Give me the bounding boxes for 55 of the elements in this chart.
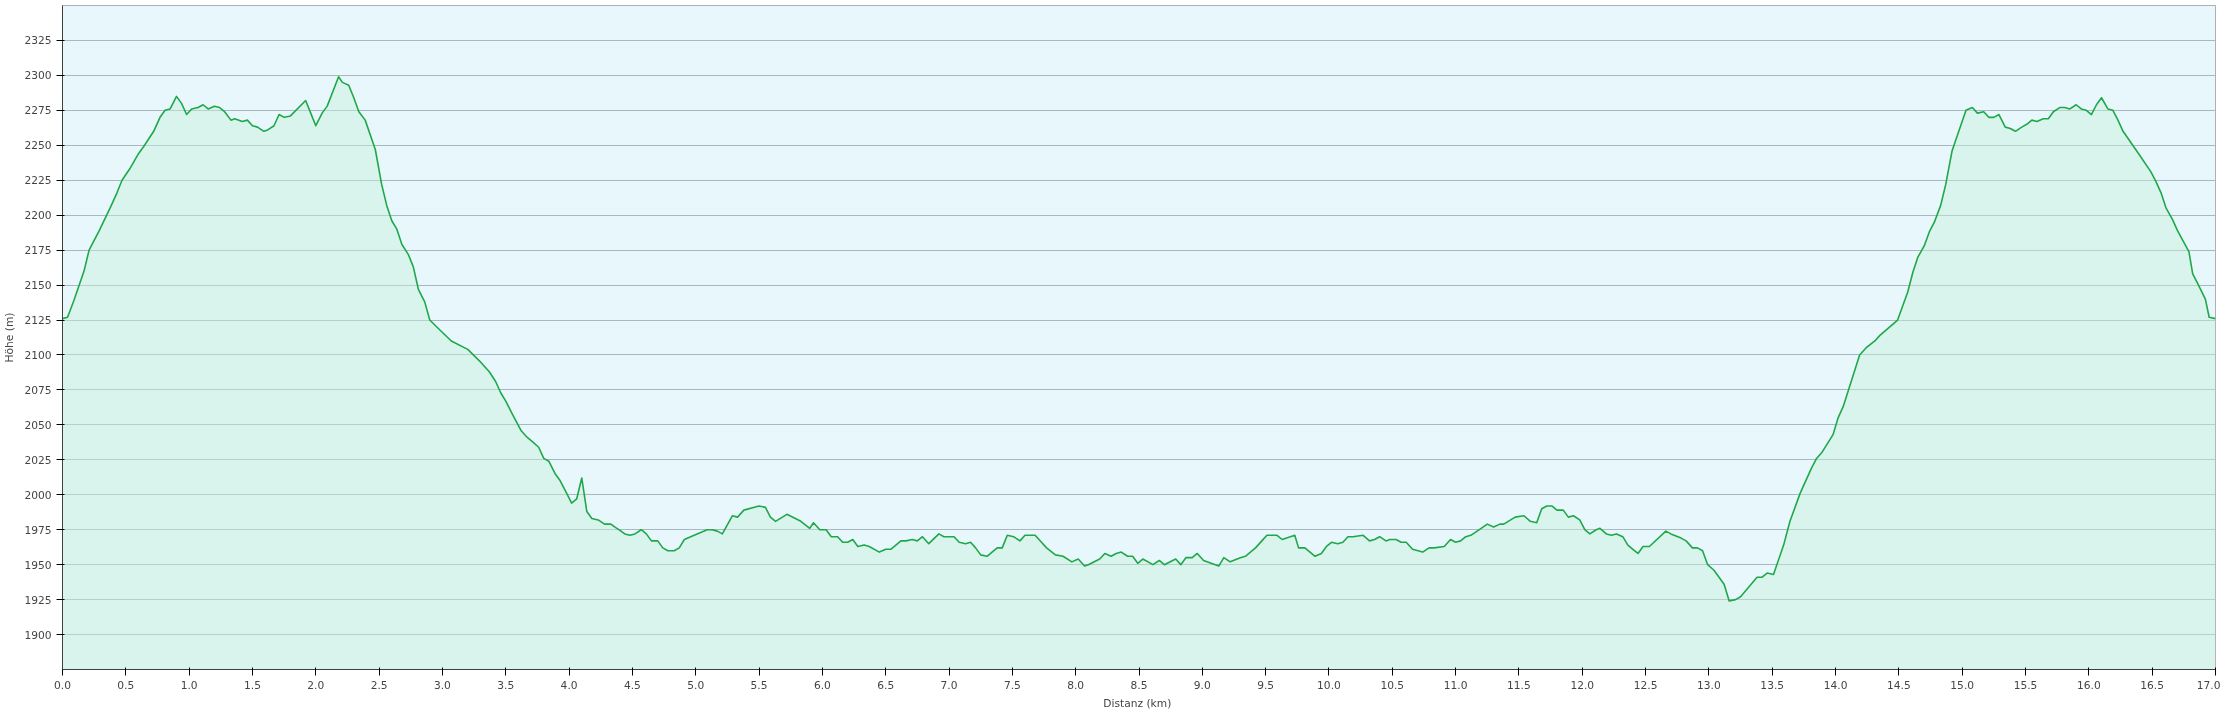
y-tick-label: 1900 [24, 628, 52, 642]
x-tick-label: 7.5 [1003, 678, 1021, 692]
x-tick-label: 14.0 [1823, 678, 1848, 692]
x-tick-label: 0.0 [54, 678, 72, 692]
y-tick-label: 1925 [24, 593, 52, 607]
x-tick-label: 12.0 [1570, 678, 1595, 692]
x-tick-label: 5.5 [750, 678, 768, 692]
y-tick-label: 2275 [24, 104, 52, 118]
x-tick-label: 13.5 [1760, 678, 1785, 692]
y-tick-label: 2150 [24, 279, 52, 293]
x-tick-label: 16.0 [2076, 678, 2101, 692]
y-axis-title: Höhe (m) [3, 312, 17, 363]
x-tick-label: 10.5 [1380, 678, 1405, 692]
y-tick-label: 2100 [24, 348, 52, 362]
y-tick-label: 2000 [24, 488, 52, 502]
x-tick-label: 3.0 [433, 678, 452, 692]
x-tick-label: 9.5 [1257, 678, 1275, 692]
x-tick-label: 1.5 [244, 678, 261, 692]
y-tick-label: 2050 [24, 418, 52, 432]
y-tick-label: 2025 [24, 453, 52, 467]
x-tick-label: 5.0 [687, 678, 705, 692]
x-tick-label: 16.5 [2140, 678, 2165, 692]
y-tick-label: 2175 [24, 244, 52, 258]
x-tick-label: 1.0 [180, 678, 198, 692]
x-tick-label: 15.0 [1950, 678, 1975, 692]
x-tick-label: 7.0 [940, 678, 958, 692]
y-tick-label: 1975 [24, 523, 52, 537]
x-tick-label: 2.0 [307, 678, 325, 692]
x-tick-label: 4.5 [623, 678, 641, 692]
x-tick-label: 0.5 [117, 678, 135, 692]
y-tick-label: 2325 [24, 34, 52, 48]
y-tick-label: 1950 [24, 558, 52, 572]
x-tick-label: 12.5 [1633, 678, 1658, 692]
x-tick-label: 14.5 [1887, 678, 1911, 692]
x-tick-label: 4.0 [560, 678, 578, 692]
x-tick-label: 8.0 [1067, 678, 1085, 692]
x-tick-label: 15.5 [2013, 678, 2038, 692]
y-tick-label: 2225 [24, 174, 52, 188]
y-tick-label: 2300 [24, 69, 52, 83]
x-tick-label: 11.5 [1507, 678, 1531, 692]
x-tick-label: 8.5 [1130, 678, 1148, 692]
x-axis-title: Distanz (km) [1103, 696, 1172, 710]
x-tick-label: 6.0 [813, 678, 832, 692]
x-tick-label: 13.0 [1697, 678, 1721, 692]
x-tick-label: 6.5 [877, 678, 895, 692]
y-tick-label: 2075 [24, 383, 52, 397]
x-tick-label: 11.0 [1443, 678, 1468, 692]
y-tick-label: 2200 [24, 209, 52, 223]
x-tick-label: 2.5 [370, 678, 388, 692]
x-tick-label: 3.5 [497, 678, 515, 692]
y-tick-label: 2125 [24, 314, 52, 328]
y-tick-label: 2250 [24, 139, 52, 153]
x-tick-label: 10.0 [1317, 678, 1342, 692]
x-tick-label: 9.0 [1193, 678, 1212, 692]
x-tick-label: 17.0 [2196, 678, 2221, 692]
